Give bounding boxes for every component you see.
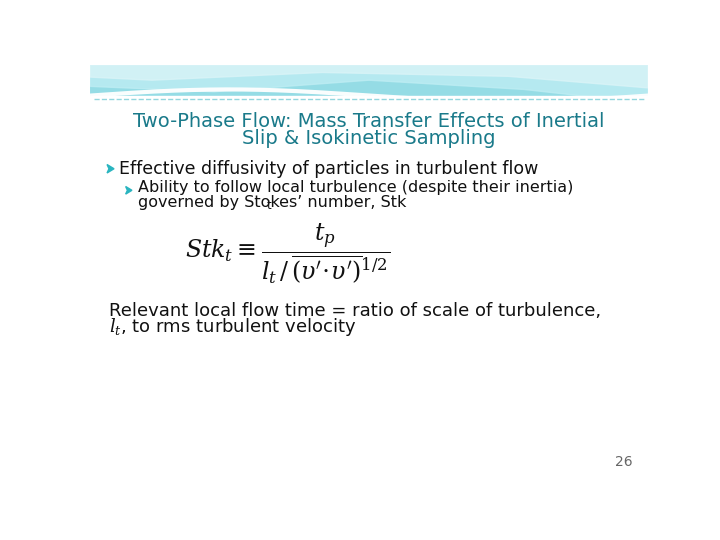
Text: governed by Stokes’ number, Stk: governed by Stokes’ number, Stk: [138, 195, 406, 210]
Text: $\mathit{Stk}_t \equiv \dfrac{t_p}{l_t\,/\,\overline{\left(\upsilon'\!\cdot\!\up: $\mathit{Stk}_t \equiv \dfrac{t_p}{l_t\,…: [185, 221, 390, 286]
Text: $l_t$, to rms turbulent velocity: $l_t$, to rms turbulent velocity: [109, 315, 356, 338]
Polygon shape: [90, 65, 648, 126]
Text: Ability to follow local turbulence (despite their inertia): Ability to follow local turbulence (desp…: [138, 180, 573, 195]
Polygon shape: [90, 65, 648, 88]
Polygon shape: [126, 186, 132, 194]
Text: Relevant local flow time = ratio of scale of turbulence,: Relevant local flow time = ratio of scal…: [109, 302, 601, 320]
Text: 26: 26: [615, 455, 632, 469]
Polygon shape: [107, 165, 114, 173]
Text: Slip & Isokinetic Sampling: Slip & Isokinetic Sampling: [242, 129, 496, 148]
Text: t: t: [266, 199, 271, 212]
Polygon shape: [90, 65, 648, 103]
Text: Two-Phase Flow: Mass Transfer Effects of Inertial: Two-Phase Flow: Mass Transfer Effects of…: [133, 112, 605, 131]
Text: Effective diffusivity of particles in turbulent flow: Effective diffusivity of particles in tu…: [120, 160, 539, 178]
Polygon shape: [90, 65, 648, 150]
